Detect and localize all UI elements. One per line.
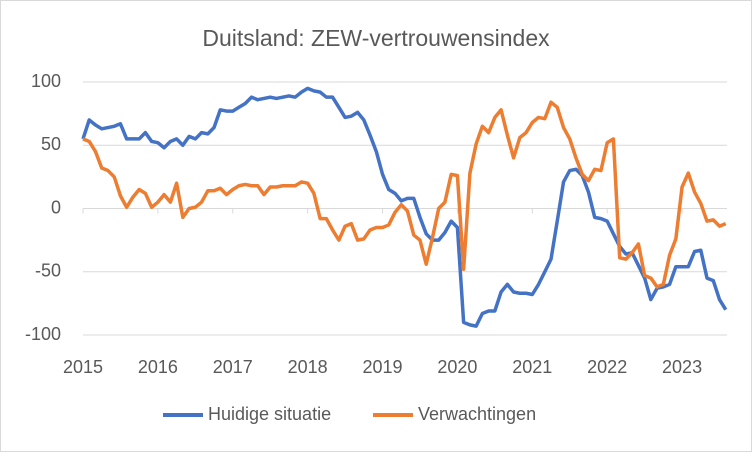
x-tick-label: 2019 (363, 357, 403, 377)
chart-title: Duitsland: ZEW-vertrouwensindex (202, 25, 550, 51)
x-tick-label: 2016 (138, 357, 178, 377)
series-line (82, 100, 727, 289)
x-tick-label: 2022 (587, 357, 627, 377)
legend-label: Huidige situatie (208, 404, 331, 424)
legend-label: Verwachtingen (418, 404, 536, 424)
x-tick-label: 2021 (512, 357, 552, 377)
y-tick-label: -50 (35, 261, 61, 281)
y-tick-label: 0 (51, 197, 61, 217)
x-tick-label: 2018 (288, 357, 328, 377)
x-tick-label: 2023 (662, 357, 702, 377)
y-tick-label: 50 (41, 134, 61, 154)
y-tick-label: 100 (31, 71, 61, 91)
x-tick-label: 2017 (213, 357, 253, 377)
x-tick-label: 2020 (437, 357, 477, 377)
x-tick-label: 2015 (63, 357, 103, 377)
y-tick-label: -100 (25, 324, 61, 344)
